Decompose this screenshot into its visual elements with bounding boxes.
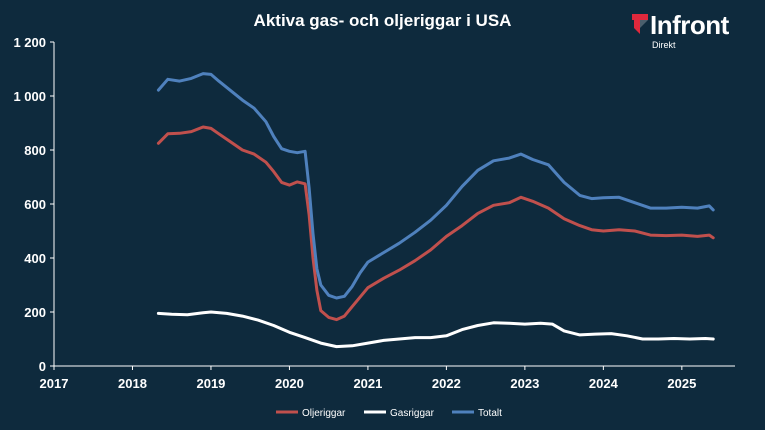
- infront-logo-subtitle: Direkt: [652, 40, 676, 50]
- infront-logo-wordmark: Infront: [650, 10, 729, 40]
- x-tick-label: 2021: [353, 376, 382, 391]
- y-tick-label: 0: [39, 359, 46, 374]
- x-tick-label: 2023: [510, 376, 539, 391]
- y-tick-label: 800: [24, 143, 46, 158]
- y-tick-label: 600: [24, 197, 46, 212]
- x-tick-label: 2022: [432, 376, 461, 391]
- chart-ticks: 0 200 400 600 800 1 000 1 200 2017 2018 2019 2020 2…: [13, 35, 696, 391]
- legend-label-gasriggar: Gasriggar: [390, 408, 435, 419]
- chart-series: [156, 72, 715, 349]
- x-tick-label: 2025: [667, 376, 696, 391]
- chart-legend: Oljeriggar Gasriggar Totalt: [276, 408, 502, 419]
- y-tick-label: 1 000: [13, 89, 46, 104]
- chart-title: Aktiva gas- och oljeriggar i USA: [253, 11, 512, 30]
- series-line-oljeriggar: [156, 125, 715, 322]
- series-line-gasriggar: [156, 310, 715, 349]
- x-tick-label: 2020: [275, 376, 304, 391]
- x-tick-label: 2019: [196, 376, 225, 391]
- y-tick-label: 400: [24, 251, 46, 266]
- x-tick-label: 2024: [589, 376, 619, 391]
- y-tick-label: 1 200: [13, 35, 46, 50]
- x-tick-label: 2017: [40, 376, 69, 391]
- legend-label-totalt: Totalt: [478, 408, 502, 419]
- infront-logo: Infront Direkt: [630, 8, 755, 54]
- legend-label-oljeriggar: Oljeriggar: [302, 408, 346, 419]
- series-line-totalt: [156, 72, 715, 300]
- x-tick-label: 2018: [118, 376, 147, 391]
- y-tick-label: 200: [24, 305, 46, 320]
- infront-logo-icon: [632, 14, 648, 34]
- chart-axes: [53, 42, 735, 367]
